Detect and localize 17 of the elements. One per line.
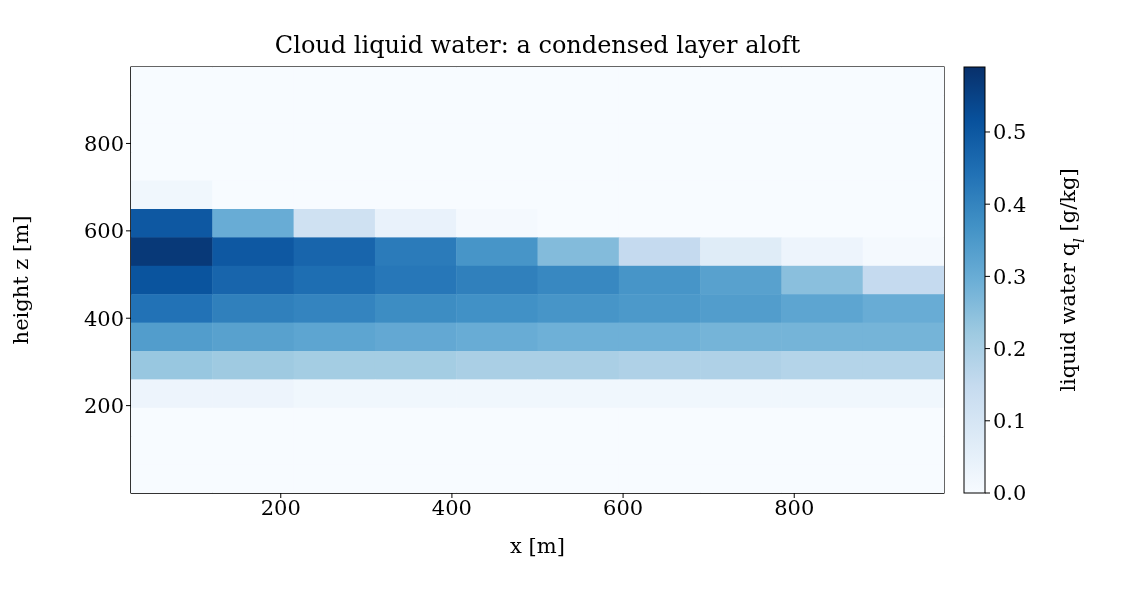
color-bar-label: 0.3: [993, 264, 1027, 289]
chart-title: Cloud liquid water: a condensed layer aloft: [274, 31, 801, 59]
y-tick-label: 800: [83, 131, 124, 156]
color-bar-label: 0.1: [993, 409, 1027, 434]
y-tick-label: 200: [83, 394, 124, 419]
color-bar-label: 0.0: [993, 481, 1027, 506]
x-axis-title: x [m]: [510, 534, 565, 558]
y-axis-title: height z [m]: [9, 215, 34, 345]
y-tick-label: 600: [83, 219, 124, 244]
x-tick-label: 800: [774, 495, 815, 520]
color-bar-label: 0.5: [993, 120, 1027, 145]
x-tick-label: 200: [260, 495, 301, 520]
y-tick-label: 400: [83, 306, 124, 331]
x-tick-label: 400: [431, 495, 472, 520]
color-bar-label: 0.2: [993, 336, 1027, 361]
x-tick-label: 600: [603, 495, 644, 520]
color-bar-label: 0.4: [993, 192, 1027, 217]
